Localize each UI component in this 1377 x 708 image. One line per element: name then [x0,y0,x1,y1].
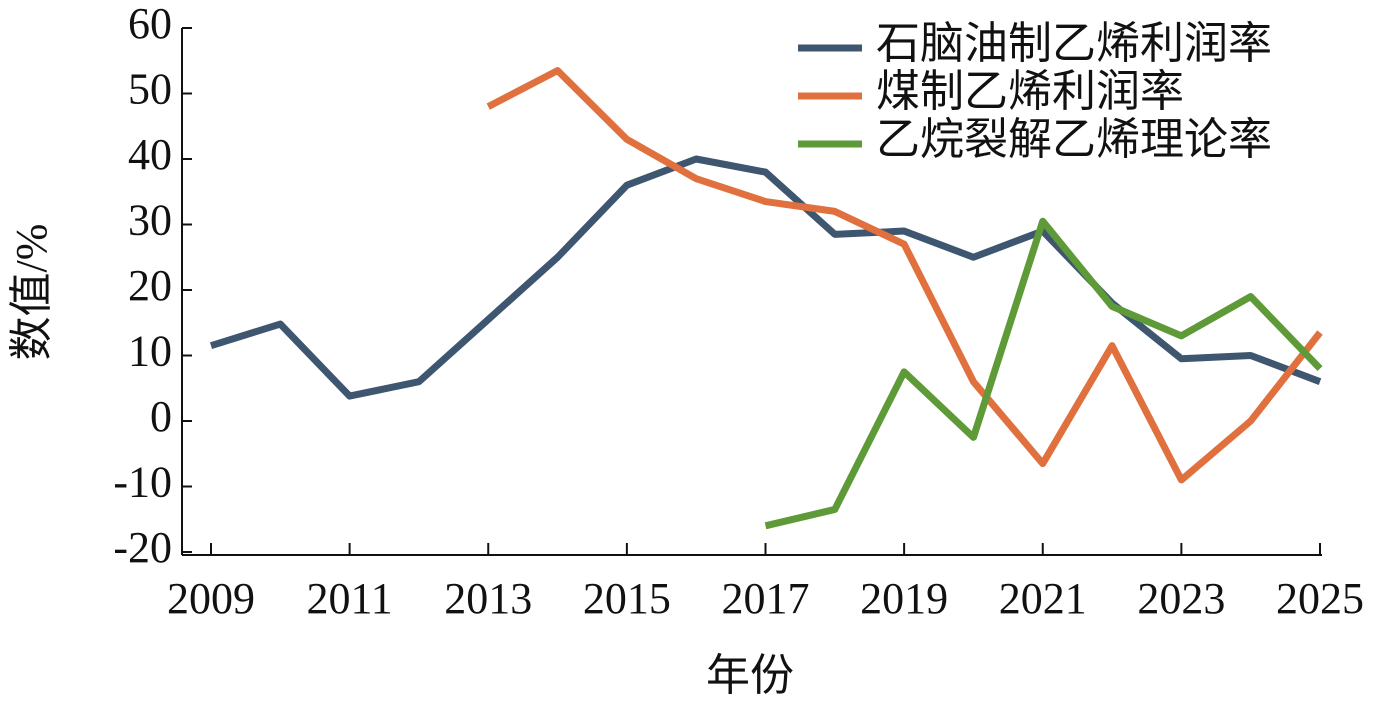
y-tick-label: 20 [128,261,172,310]
series-line [209,155,1322,400]
legend-label: 煤制乙烯利润率 [876,67,1184,116]
x-axis-label: 年份 [706,651,794,700]
legend-label: 乙烷裂解乙烯理论率 [876,115,1272,164]
y-tick-label: 10 [128,327,172,376]
x-tick-label: 2011 [306,574,392,623]
y-tick-label: 50 [128,65,172,114]
y-tick-label: -20 [113,523,172,572]
y-tick-label: 40 [128,130,172,179]
series-line [486,67,1323,484]
y-tick-label: 60 [128,0,172,48]
x-tick-label: 2023 [1137,574,1225,623]
x-tick-label: 2013 [444,574,532,623]
x-tick-label: 2009 [167,574,255,623]
x-tick-label: 2015 [583,574,671,623]
y-tick-label: -10 [113,458,172,507]
x-tick-label: 2017 [722,574,810,623]
y-tick-label: 30 [128,196,172,245]
series-line [764,217,1323,530]
x-tick-label: 2019 [860,574,948,623]
legend-label: 石脑油制乙烯利润率 [876,19,1272,68]
x-tick-label: 2025 [1276,574,1364,623]
y-axis-label: 数值/% [7,224,56,361]
y-tick-label: 0 [150,392,172,441]
x-tick-label: 2021 [999,574,1087,623]
